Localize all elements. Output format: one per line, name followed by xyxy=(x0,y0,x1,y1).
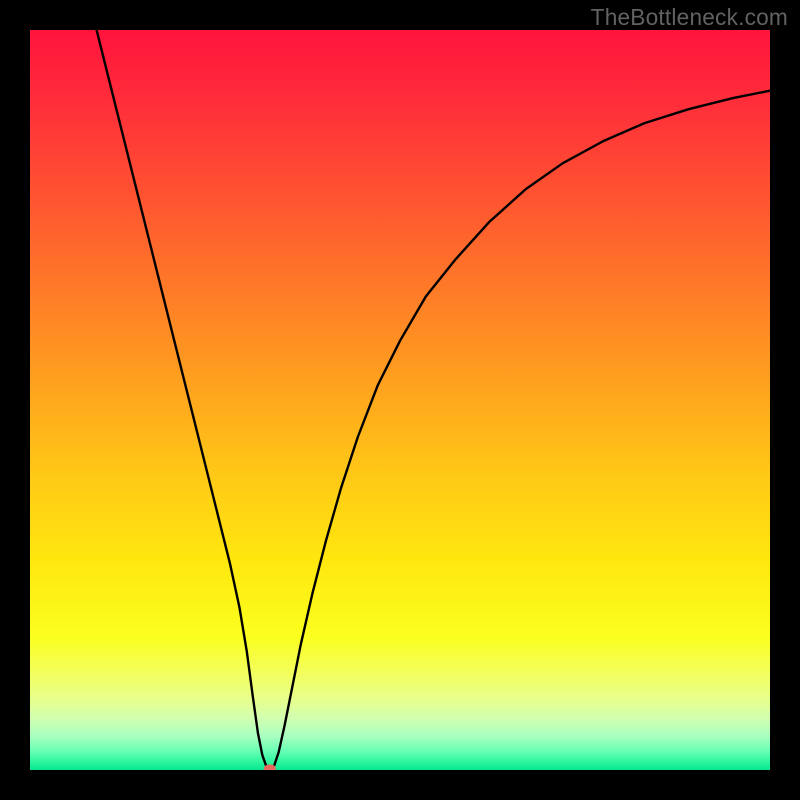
chart-frame: TheBottleneck.com xyxy=(0,0,800,800)
bottleneck-chart xyxy=(0,0,800,800)
plot-background xyxy=(30,30,770,770)
